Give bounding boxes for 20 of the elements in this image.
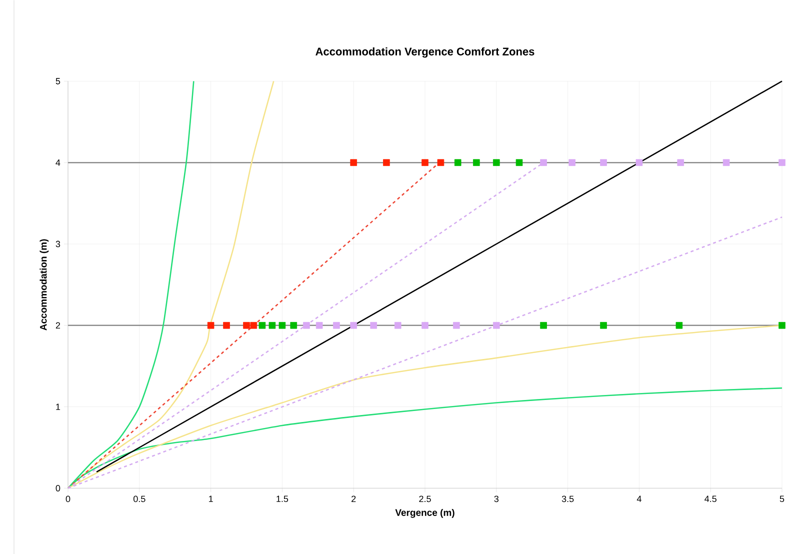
x-tick-label: 3 <box>494 496 499 502</box>
x-tick-label: 2.5 <box>419 496 431 502</box>
x-tick-label: 5 <box>780 496 784 502</box>
x-tick-label: 4 <box>636 496 642 502</box>
x-tick-label: 2 <box>352 496 356 502</box>
x-axis-title: Vergence (m) <box>395 508 454 518</box>
y-tick-label: 5 <box>56 78 60 84</box>
y-tick-label: 1 <box>56 404 60 410</box>
x-tick-label: 4.5 <box>704 496 716 502</box>
x-tick-label: 1.5 <box>276 496 288 502</box>
x-tick-label: 0.5 <box>133 496 146 502</box>
chart-title: Accommodation Vergence Comfort Zones <box>316 47 534 58</box>
y-tick-label: 2 <box>56 322 60 328</box>
x-tick-label: 0 <box>66 496 70 502</box>
y-tick-label: 0 <box>56 484 60 492</box>
x-tick-label: 1 <box>208 496 213 502</box>
y-tick-label: 3 <box>56 240 60 247</box>
y-tick-label: 4 <box>56 159 60 166</box>
x-tick-label: 3.5 <box>562 496 574 502</box>
y-axis-title: Accommodation (m) <box>40 239 49 330</box>
